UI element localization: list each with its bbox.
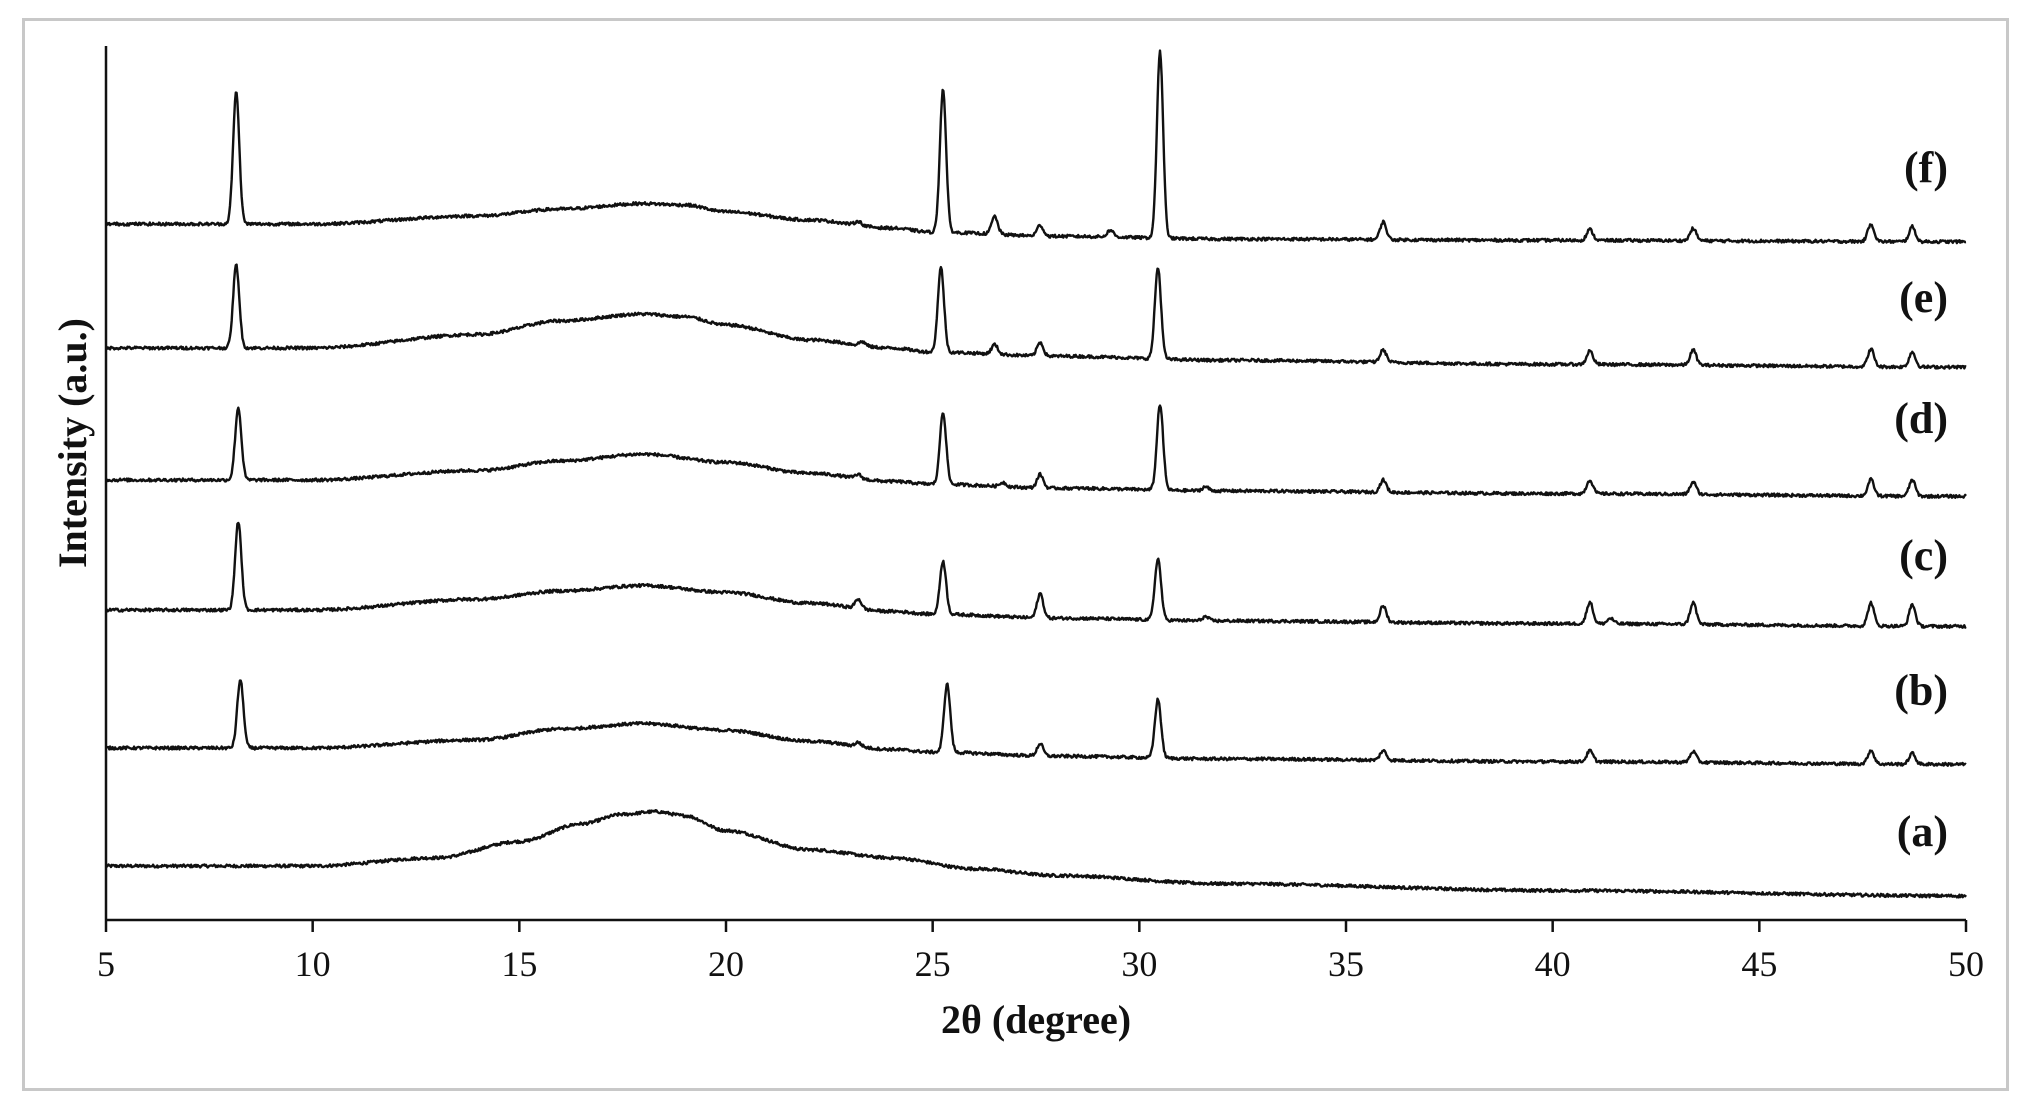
series-labels: (a) (b) (c) (d) (e) (f) <box>1894 143 1948 856</box>
x-tick-label: 20 <box>708 944 744 984</box>
x-tick-label: 25 <box>915 944 951 984</box>
x-tick-label: 5 <box>97 944 115 984</box>
x-tick-label: 50 <box>1948 944 1984 984</box>
series-label-a: (a) <box>1897 807 1948 856</box>
series-label-e: (e) <box>1899 273 1948 322</box>
x-tick-label: 15 <box>501 944 537 984</box>
figure-frame <box>22 18 2009 1091</box>
series-label-f: (f) <box>1904 143 1948 192</box>
x-tick-label: 35 <box>1328 944 1364 984</box>
xrd-trace-e <box>105 263 1967 370</box>
xrd-trace-c <box>105 521 1967 629</box>
x-tick-label: 40 <box>1535 944 1571 984</box>
axes: 5 10 15 20 25 30 35 40 45 50 <box>97 46 1984 984</box>
xrd-trace-f <box>105 49 1967 245</box>
xrd-trace-a <box>105 809 1967 899</box>
series-label-b: (b) <box>1894 666 1948 715</box>
xrd-trace-d <box>105 404 1967 499</box>
series-label-c: (c) <box>1899 531 1948 580</box>
x-tick-label: 30 <box>1121 944 1157 984</box>
xrd-trace-b <box>105 679 1967 767</box>
x-ticks: 5 10 15 20 25 30 35 40 45 50 <box>97 920 1984 984</box>
x-axis-title: 2θ (degree) <box>941 997 1131 1042</box>
x-tick-label: 10 <box>295 944 331 984</box>
series-layer <box>105 49 1967 899</box>
y-axis-title: Intensity (a.u.) <box>50 318 95 568</box>
series-label-d: (d) <box>1894 394 1948 443</box>
x-tick-label: 45 <box>1741 944 1777 984</box>
